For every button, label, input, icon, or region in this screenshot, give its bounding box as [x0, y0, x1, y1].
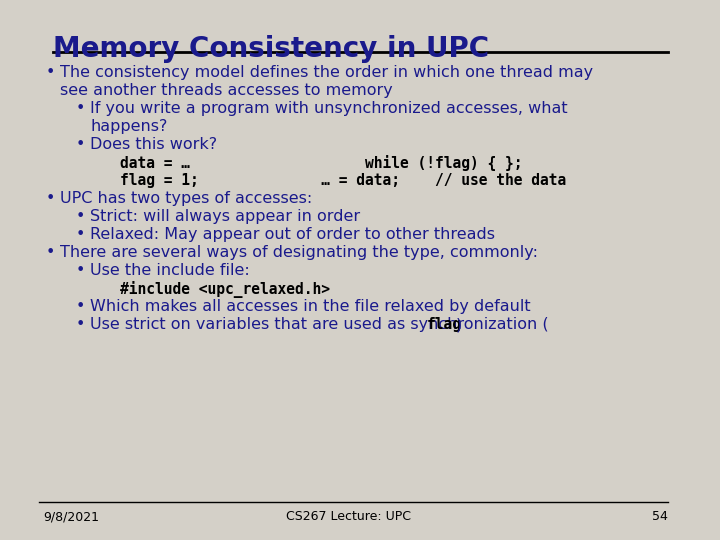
Text: flag: flag: [427, 317, 462, 332]
Text: •: •: [76, 137, 85, 152]
Text: The consistency model defines the order in which one thread may: The consistency model defines the order …: [60, 65, 593, 80]
Text: ): ): [456, 317, 462, 332]
Text: •: •: [76, 101, 85, 116]
Text: flag = 1;              … = data;    // use the data: flag = 1; … = data; // use the data: [120, 173, 566, 188]
Text: happens?: happens?: [90, 119, 167, 134]
Text: data = …                    while (!flag) { };: data = … while (!flag) { };: [120, 155, 523, 171]
Text: Does this work?: Does this work?: [90, 137, 217, 152]
Text: #include <upc_relaxed.h>: #include <upc_relaxed.h>: [120, 281, 330, 298]
Text: CS267 Lecture: UPC: CS267 Lecture: UPC: [286, 510, 411, 523]
Text: 54: 54: [652, 510, 667, 523]
Text: •: •: [76, 227, 85, 242]
Text: Use strict on variables that are used as synchronization (: Use strict on variables that are used as…: [90, 317, 549, 332]
Text: If you write a program with unsynchronized accesses, what: If you write a program with unsynchroniz…: [90, 101, 567, 116]
Text: Relaxed: May appear out of order to other threads: Relaxed: May appear out of order to othe…: [90, 227, 495, 242]
Text: UPC has two types of accesses:: UPC has two types of accesses:: [60, 191, 312, 206]
Text: 9/8/2021: 9/8/2021: [43, 510, 99, 523]
Text: •: •: [45, 245, 55, 260]
Text: Which makes all accesses in the file relaxed by default: Which makes all accesses in the file rel…: [90, 299, 531, 314]
Text: •: •: [76, 299, 85, 314]
Text: Use the include file:: Use the include file:: [90, 263, 250, 278]
Text: •: •: [76, 263, 85, 278]
Text: Memory Consistency in UPC: Memory Consistency in UPC: [53, 35, 490, 63]
Text: •: •: [45, 65, 55, 80]
Text: There are several ways of designating the type, commonly:: There are several ways of designating th…: [60, 245, 538, 260]
Text: •: •: [76, 317, 85, 332]
Text: see another threads accesses to memory: see another threads accesses to memory: [60, 83, 392, 98]
Text: •: •: [76, 209, 85, 224]
Text: Strict: will always appear in order: Strict: will always appear in order: [90, 209, 360, 224]
Text: •: •: [45, 191, 55, 206]
